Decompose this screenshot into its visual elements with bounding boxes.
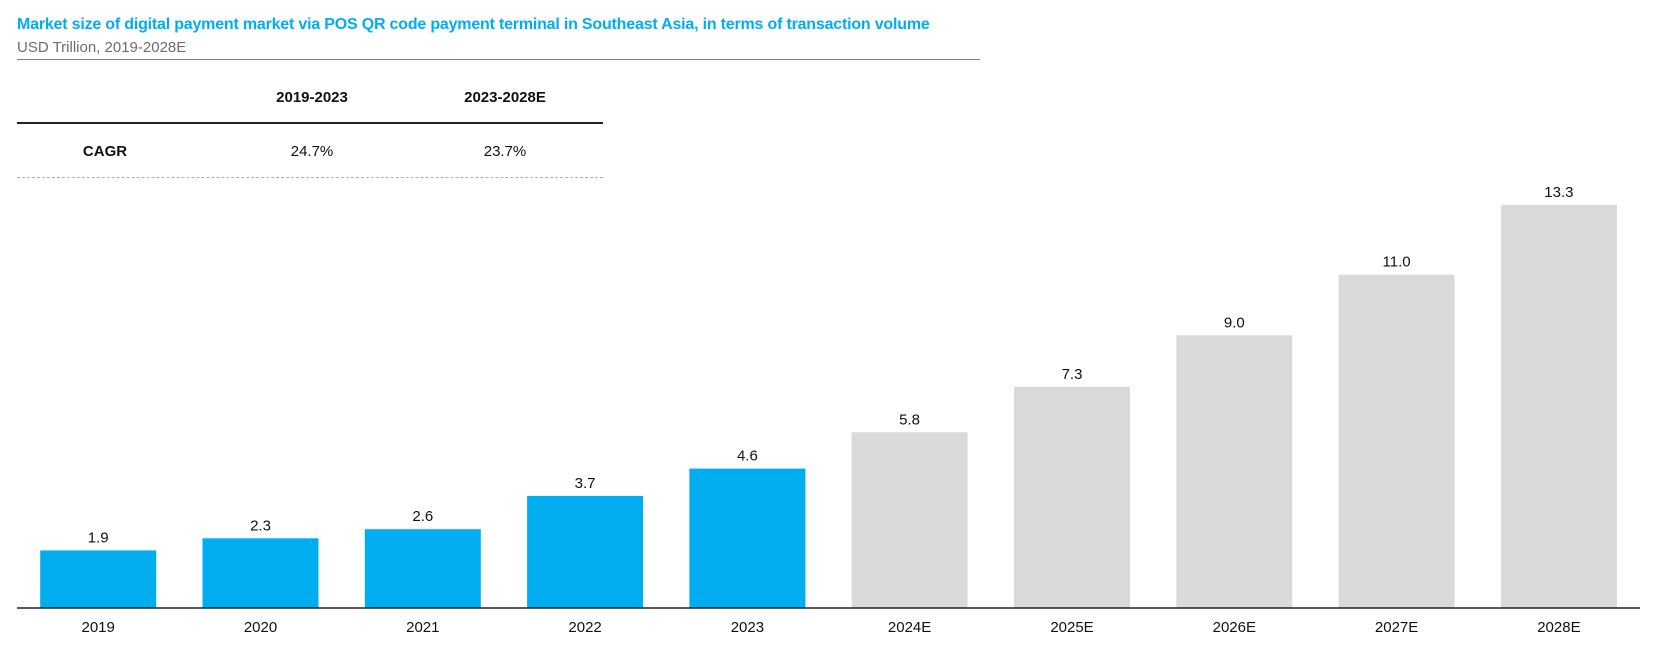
chart-subtitle: USD Trillion, 2019-2028E bbox=[17, 39, 187, 56]
cagr-table-bottom-rule bbox=[17, 177, 603, 178]
data-label-2022: 3.7 bbox=[575, 475, 596, 492]
x-tick-label-2027E: 2027E bbox=[1375, 619, 1418, 636]
cagr-table-header-rule bbox=[17, 122, 603, 124]
x-tick-label-2022: 2022 bbox=[568, 619, 601, 636]
bar-2025E bbox=[1014, 386, 1130, 608]
x-tick-label-2024E: 2024E bbox=[888, 619, 931, 636]
bar-2023 bbox=[689, 468, 806, 608]
data-label-2025E: 7.3 bbox=[1062, 366, 1083, 383]
data-label-2023: 4.6 bbox=[737, 448, 758, 465]
x-tick-label-2025E: 2025E bbox=[1050, 619, 1093, 636]
data-label-2028E: 13.3 bbox=[1544, 184, 1573, 201]
data-label-2026E: 9.0 bbox=[1224, 314, 1245, 331]
bar-2021 bbox=[364, 529, 481, 608]
data-label-2021: 2.6 bbox=[412, 508, 433, 525]
x-tick-label-2019: 2019 bbox=[82, 619, 115, 636]
data-label-2024E: 5.8 bbox=[899, 411, 920, 428]
bars-layer: 1.9 2019 2.3 2020 2.6 2021 3.7 2022 4.6 2023 5.8 20… bbox=[40, 184, 1617, 636]
cagr-column-header-forecast: 2023-2028E bbox=[464, 89, 546, 106]
bar-2024E bbox=[851, 432, 968, 608]
bar-2026E bbox=[1176, 335, 1293, 608]
bar-2022 bbox=[527, 495, 644, 608]
bar-2028E bbox=[1500, 205, 1617, 608]
cagr-column-header-historical: 2019-2023 bbox=[276, 89, 348, 106]
data-label-2020: 2.3 bbox=[250, 517, 271, 534]
chart-title: Market size of digital payment market vi… bbox=[17, 16, 930, 33]
x-tick-label-2026E: 2026E bbox=[1213, 619, 1256, 636]
cagr-value-forecast: 23.7% bbox=[483, 143, 527, 160]
bar-2019 bbox=[40, 550, 157, 608]
bar-2020 bbox=[202, 538, 319, 608]
cagr-row-label: CAGR bbox=[82, 143, 128, 160]
x-tick-label-2023: 2023 bbox=[731, 619, 764, 636]
title-divider bbox=[17, 59, 980, 60]
cagr-table: 2019-2023 2023-2028E CAGR 24.7% 23.7% bbox=[17, 80, 603, 180]
x-tick-label-2020: 2020 bbox=[244, 619, 277, 636]
cagr-value-historical: 24.7% bbox=[290, 143, 334, 160]
x-tick-label-2028E: 2028E bbox=[1537, 619, 1580, 636]
x-tick-label-2021: 2021 bbox=[406, 619, 439, 636]
data-label-2019: 1.9 bbox=[88, 529, 109, 546]
data-label-2027E: 11.0 bbox=[1383, 254, 1411, 271]
bar-2027E bbox=[1338, 274, 1455, 608]
